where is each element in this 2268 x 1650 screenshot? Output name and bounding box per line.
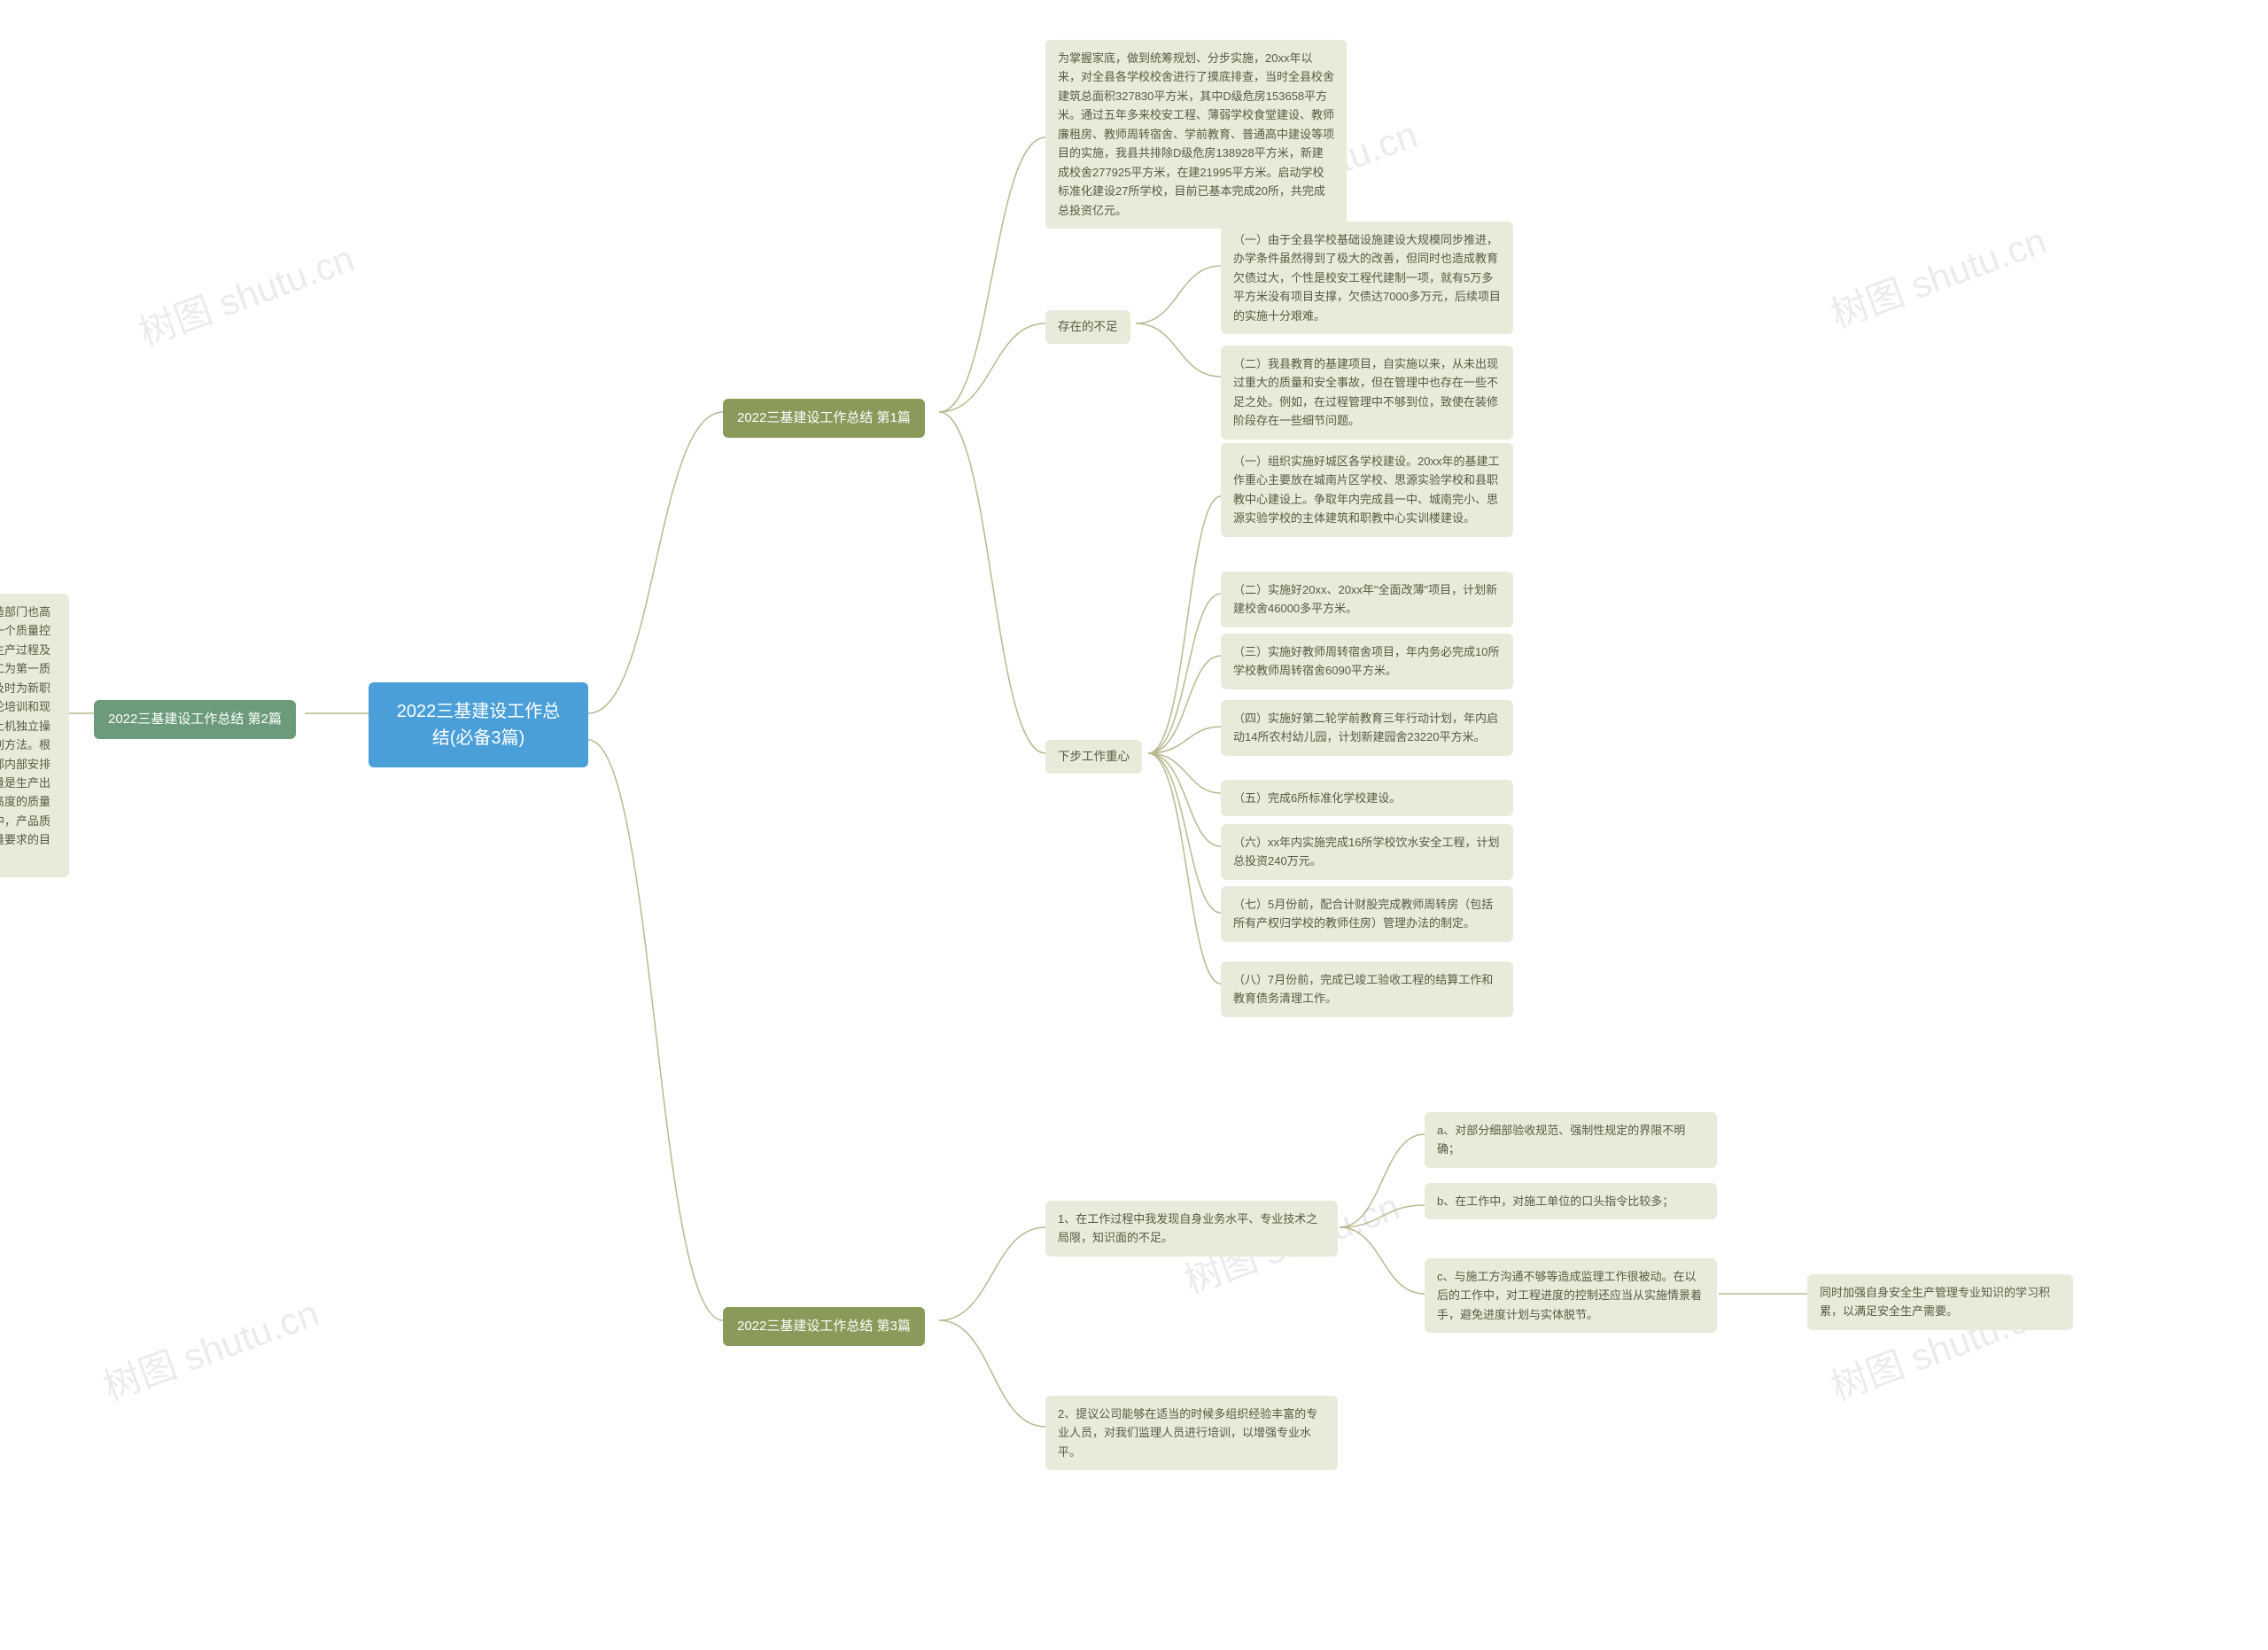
- leaf-text: （二）我县教育的基建项目，自实施以来，从未出现过重大的质量和安全事故，但在管理中…: [1233, 357, 1498, 427]
- branch-1-section-nextsteps[interactable]: 下步工作重心: [1045, 740, 1142, 774]
- leaf-text: （七）5月份前，配合计财股完成教师周转房（包括所有产权归学校的教师住房）管理办法…: [1233, 898, 1493, 930]
- root-title: 2022三基建设工作总结(必备3篇): [397, 702, 561, 748]
- watermark: 树图 shutu.cn: [95, 1283, 325, 1411]
- nextstep-item-7: （七）5月份前，配合计财股完成教师周转房（包括所有产权归学校的教师住房）管理办法…: [1221, 886, 1513, 942]
- nextstep-item-2: （二）实施好20xx、20xx年"全面改薄"项目，计划新建校舍46000多平方米…: [1221, 572, 1513, 627]
- nextstep-item-4: （四）实施好第二轮学前教育三年行动计划，年内启动14所农村幼儿园，计划新建园舍2…: [1221, 700, 1513, 756]
- leaf-text: （二）实施好20xx、20xx年"全面改薄"项目，计划新建校舍46000多平方米…: [1233, 583, 1497, 615]
- branch-3-label: 2022三基建设工作总结 第3篇: [737, 1319, 911, 1334]
- leaf-text: （一）由于全县学校基础设施建设大规模同步推进，办学条件虽然得到了极大的改善，但同…: [1233, 233, 1501, 323]
- deficiency-item-2: （二）我县教育的基建项目，自实施以来，从未出现过重大的质量和安全事故，但在管理中…: [1221, 346, 1513, 440]
- branch-3-item-1: 1、在工作过程中我发现自身业务水平、专业技术之局限，知识面的不足。: [1045, 1201, 1338, 1257]
- leaf-text: b、在工作中，对施工单位的口头指令比较多；: [1437, 1195, 1674, 1208]
- branch-3-sub-c: c、与施工方沟通不够等造成监理工作很被动。在以后的工作中，对工程进度的控制还应当…: [1425, 1258, 1717, 1333]
- watermark: 树图 shutu.cn: [130, 229, 361, 356]
- branch-3-sub-b: b、在工作中，对施工单位的口头指令比较多；: [1425, 1183, 1717, 1219]
- leaf-text: （五）完成6所标准化学校建设。: [1233, 791, 1401, 805]
- leaf-text: 1、在工作过程中我发现自身业务水平、专业技术之局限，知识面的不足。: [1058, 1212, 1317, 1244]
- nextstep-item-1: （一）组织实施好城区各学校建设。20xx年的基建工作重心主要放在城南片区学校、思…: [1221, 443, 1513, 537]
- deficiency-item-1: （一）由于全县学校基础设施建设大规模同步推进，办学条件虽然得到了极大的改善，但同…: [1221, 222, 1513, 334]
- nextstep-item-8: （八）7月份前，完成已竣工验收工程的结算工作和教育债务清理工作。: [1221, 961, 1513, 1017]
- leaf-text: 2、提议公司能够在适当的时候多组织经验丰富的专业人员，对我们监理人员进行培训，以…: [1058, 1407, 1317, 1459]
- branch-2-body: 在完成上述产量的同时，我们生产制造部门也高度重视产品质量，严把生产工序的每一个质…: [0, 594, 69, 877]
- leaf-text: a、对部分细部验收规范、强制性规定的界限不明确；: [1437, 1124, 1685, 1156]
- branch-1-title[interactable]: 2022三基建设工作总结 第1篇: [723, 399, 925, 438]
- branch-2-label: 2022三基建设工作总结 第2篇: [108, 712, 282, 727]
- nextstep-item-6: （六）xx年内实施完成16所学校饮水安全工程，计划总投资240万元。: [1221, 824, 1513, 880]
- branch-1-intro-text: 为掌握家底，做到统筹规划、分步实施，20xx年以来，对全县各学校校舍进行了摸底排…: [1058, 51, 1334, 217]
- root-node[interactable]: 2022三基建设工作总结(必备3篇): [369, 682, 588, 767]
- leaf-text: （一）组织实施好城区各学校建设。20xx年的基建工作重心主要放在城南片区学校、思…: [1233, 455, 1499, 525]
- leaf-text: （八）7月份前，完成已竣工验收工程的结算工作和教育债务清理工作。: [1233, 973, 1493, 1005]
- branch-1-label: 2022三基建设工作总结 第1篇: [737, 410, 911, 425]
- branch-3-item-2: 2、提议公司能够在适当的时候多组织经验丰富的专业人员，对我们监理人员进行培训，以…: [1045, 1396, 1338, 1470]
- branch-1-intro: 为掌握家底，做到统筹规划、分步实施，20xx年以来，对全县各学校校舍进行了摸底排…: [1045, 40, 1347, 229]
- branch-3-sub-a: a、对部分细部验收规范、强制性规定的界限不明确；: [1425, 1112, 1717, 1168]
- branch-2-title[interactable]: 2022三基建设工作总结 第2篇: [94, 700, 296, 739]
- branch-2-body-text: 在完成上述产量的同时，我们生产制造部门也高度重视产品质量，严把生产工序的每一个质…: [0, 605, 50, 866]
- leaf-text: （六）xx年内实施完成16所学校饮水安全工程，计划总投资240万元。: [1233, 836, 1499, 868]
- leaf-text: c、与施工方沟通不够等造成监理工作很被动。在以后的工作中，对工程进度的控制还应当…: [1437, 1270, 1702, 1321]
- leaf-text: （三）实施好教师周转宿舍项目，年内务必完成10所学校教师周转宿舍6090平方米。: [1233, 645, 1499, 677]
- nextstep-item-3: （三）实施好教师周转宿舍项目，年内务必完成10所学校教师周转宿舍6090平方米。: [1221, 634, 1513, 689]
- leaf-text: （四）实施好第二轮学前教育三年行动计划，年内启动14所农村幼儿园，计划新建园舍2…: [1233, 712, 1498, 743]
- branch-1-section-deficiency[interactable]: 存在的不足: [1045, 310, 1130, 344]
- branch-3-title[interactable]: 2022三基建设工作总结 第3篇: [723, 1307, 925, 1346]
- branch-3-sub-c-tail: 同时加强自身安全生产管理专业知识的学习积累，以满足安全生产需要。: [1807, 1274, 2073, 1330]
- section-label: 下步工作重心: [1058, 750, 1130, 763]
- watermark: 树图 shutu.cn: [1822, 211, 2053, 339]
- section-label: 存在的不足: [1058, 320, 1118, 333]
- nextstep-item-5: （五）完成6所标准化学校建设。: [1221, 780, 1513, 816]
- leaf-text: 同时加强自身安全生产管理专业知识的学习积累，以满足安全生产需要。: [1820, 1286, 2050, 1318]
